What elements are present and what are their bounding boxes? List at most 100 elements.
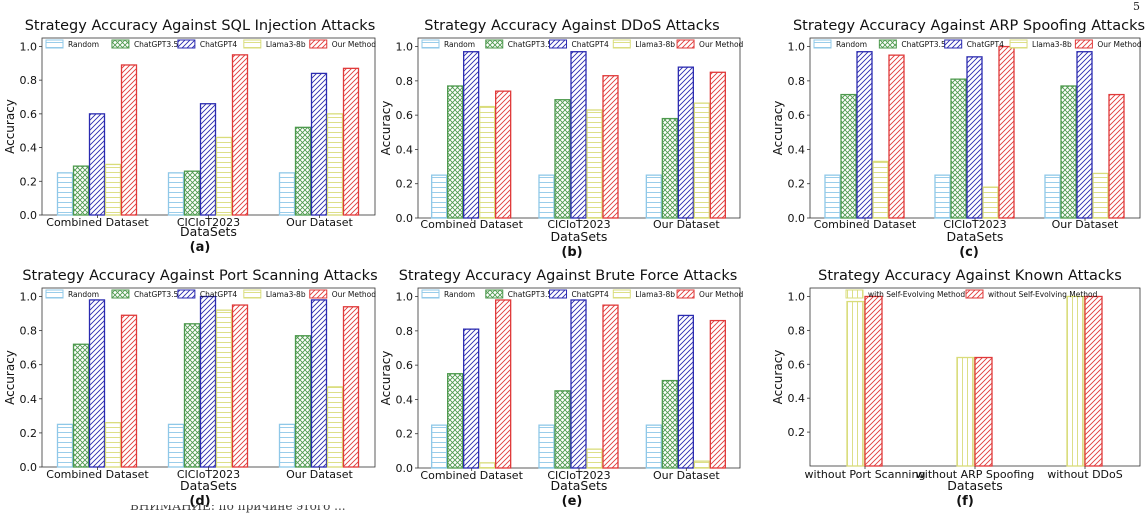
chart-title: Strategy Accuracy Against Port Scanning … bbox=[22, 268, 377, 284]
bar-llama3-8b bbox=[693, 460, 710, 469]
bar-random bbox=[934, 174, 951, 219]
bar-llama3-8b bbox=[479, 462, 496, 469]
bar-our-method bbox=[998, 45, 1015, 219]
bar-chatgpt3-5 bbox=[554, 390, 571, 469]
bar-chatgpt3-5 bbox=[661, 379, 678, 469]
legend: with Self-Evolving Method without Self-Ev… bbox=[845, 289, 1098, 299]
chart-title: Strategy Accuracy Against Brute Force At… bbox=[399, 268, 738, 284]
legend-label-chatgpt3-5: ChatGPT3.5 bbox=[508, 40, 553, 49]
legend-swatch-llama3-8b bbox=[1009, 39, 1028, 49]
bar-random bbox=[278, 423, 296, 468]
legend-swatch-random bbox=[421, 39, 440, 49]
legend-label-our-method: Our Method bbox=[1097, 40, 1141, 49]
bar-llama3-8b bbox=[215, 309, 233, 468]
legend-label-chatgpt4: ChatGPT4 bbox=[572, 290, 609, 299]
bar-random bbox=[824, 174, 841, 219]
subfigure-label: (c) bbox=[959, 245, 979, 260]
chart-title: Strategy Accuracy Against Known Attacks bbox=[818, 268, 1122, 284]
y-tick-label: 1.0 bbox=[396, 41, 414, 54]
y-tick-label: 0.6 bbox=[20, 108, 38, 121]
legend-swatch-chatgpt4 bbox=[549, 289, 568, 299]
y-tick-label: 0.6 bbox=[788, 109, 806, 122]
y-tick-label: 0.8 bbox=[788, 324, 806, 337]
chart-a: 0.0 0.2 0.4 0.6 0.8 1.0 Strategy Accuracy Agai… bbox=[3, 18, 376, 255]
legend-swatch-llama3-8b bbox=[612, 39, 631, 49]
legend-swatch-chatgpt4 bbox=[177, 39, 196, 49]
y-tick-label: 0.0 bbox=[396, 212, 414, 225]
x-tick-label: without Port Scanning bbox=[805, 468, 926, 481]
chart-title: Strategy Accuracy Against SQL Injection … bbox=[25, 18, 376, 34]
legend-label-chatgpt3-5: ChatGPT3.5 bbox=[134, 290, 179, 299]
bar-our-method bbox=[120, 314, 138, 468]
legend-label-with-self-evolving-method: with Self-Evolving Method bbox=[868, 290, 965, 299]
legend-swatch-random bbox=[45, 289, 64, 299]
legend-label-our-method: Our Method bbox=[699, 290, 743, 299]
x-axis-label: Datasets bbox=[947, 478, 1002, 493]
legend-swatch-our-method bbox=[1074, 39, 1093, 49]
bar-chatgpt3-5 bbox=[183, 170, 201, 216]
y-tick-label: 0.0 bbox=[788, 212, 806, 225]
subfigure-label: (d) bbox=[189, 494, 210, 509]
x-tick-label: Our Dataset bbox=[286, 216, 353, 229]
legend-label-random: Random bbox=[444, 40, 475, 49]
bar-chatgpt4 bbox=[463, 51, 480, 219]
x-tick-label: CICIoT2023 bbox=[547, 218, 610, 231]
bar-chatgpt4 bbox=[570, 51, 587, 219]
y-tick-label: 0.6 bbox=[20, 359, 38, 372]
bar-chatgpt4 bbox=[310, 72, 328, 216]
bar-our-method bbox=[120, 64, 138, 216]
legend-label-chatgpt4: ChatGPT4 bbox=[200, 290, 237, 299]
y-tick-label: 0.4 bbox=[396, 143, 414, 156]
bar-our-method bbox=[342, 306, 360, 468]
legend-swatch-chatgpt4 bbox=[177, 289, 196, 299]
bar-without-self-evolving-method bbox=[1084, 295, 1103, 467]
legend-label-chatgpt3-5: ChatGPT3.5 bbox=[134, 40, 179, 49]
bar-llama3-8b bbox=[326, 113, 344, 216]
chart-title: Strategy Accuracy Against ARP Spoofing A… bbox=[793, 18, 1145, 34]
chart-c: 0.0 0.2 0.4 0.6 0.8 1.0 Strategy Accuracy Agai… bbox=[771, 18, 1145, 260]
bar-our-method bbox=[495, 90, 512, 219]
y-tick-label: 1.0 bbox=[20, 291, 38, 304]
x-tick-label: Combined Dataset bbox=[420, 469, 523, 482]
legend-label-llama3-8b: Llama3-8b bbox=[635, 40, 675, 49]
y-tick-label: 0.0 bbox=[396, 462, 414, 475]
y-tick-label: 0.6 bbox=[396, 109, 414, 122]
x-tick-label: CICIoT2023 bbox=[943, 218, 1006, 231]
x-axis-label: DataSets bbox=[180, 478, 237, 493]
legend-label-llama3-8b: Llama3-8b bbox=[266, 40, 306, 49]
x-tick-label: without ARP Spoofing bbox=[916, 468, 1034, 481]
bar-random bbox=[431, 424, 448, 469]
legend-label-our-method: Our Method bbox=[332, 290, 376, 299]
bar-with-self-evolving-method bbox=[846, 300, 865, 467]
bar-our-method bbox=[888, 54, 905, 219]
chart-d: 0.0 0.2 0.4 0.6 0.8 1.0 Strategy Accuracy Agai… bbox=[3, 268, 378, 509]
bar-chatgpt3-5 bbox=[840, 93, 857, 219]
x-tick-label: Combined Dataset bbox=[46, 468, 149, 481]
legend-label-chatgpt4: ChatGPT4 bbox=[967, 40, 1004, 49]
bar-llama3-8b bbox=[326, 386, 344, 468]
bar-random bbox=[167, 172, 185, 216]
bar-chatgpt3-5 bbox=[183, 323, 201, 468]
legend: Random ChatGPT3.5 ChatGPT4 Llama3-8b Our Met… bbox=[813, 39, 1142, 49]
bar-random bbox=[645, 424, 662, 469]
legend-label-chatgpt4: ChatGPT4 bbox=[572, 40, 609, 49]
bar-chatgpt3-5 bbox=[950, 78, 967, 219]
x-tick-label: Our Dataset bbox=[653, 218, 720, 231]
bar-our-method bbox=[495, 299, 512, 469]
bar-llama3-8b bbox=[104, 422, 122, 468]
legend-label-llama3-8b: Llama3-8b bbox=[266, 290, 306, 299]
bar-chatgpt3-5 bbox=[294, 335, 312, 468]
legend-swatch-chatgpt3-5 bbox=[485, 39, 504, 49]
legend: Random ChatGPT3.5 ChatGPT4 Llama3-8b Our Met… bbox=[421, 289, 744, 299]
y-tick-label: 0.8 bbox=[788, 75, 806, 88]
bar-random bbox=[1044, 174, 1061, 219]
legend-label-without-self-evolving-method: without Self-Evolving Method bbox=[988, 290, 1098, 299]
bar-chatgpt4 bbox=[310, 299, 328, 468]
y-tick-label: 0.8 bbox=[396, 75, 414, 88]
chart-e: 0.0 0.2 0.4 0.6 0.8 1.0 Strategy Accuracy Agai… bbox=[379, 268, 744, 509]
bar-llama3-8b bbox=[479, 105, 496, 219]
legend-swatch-our-method bbox=[309, 289, 328, 299]
legend-label-llama3-8b: Llama3-8b bbox=[1032, 40, 1072, 49]
bar-llama3-8b bbox=[1092, 172, 1109, 219]
bar-chatgpt4 bbox=[677, 314, 694, 469]
